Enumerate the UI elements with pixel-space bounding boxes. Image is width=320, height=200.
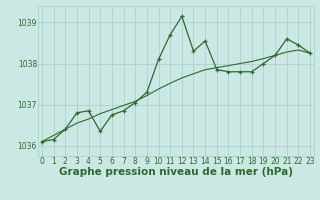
X-axis label: Graphe pression niveau de la mer (hPa): Graphe pression niveau de la mer (hPa) [59,167,293,177]
